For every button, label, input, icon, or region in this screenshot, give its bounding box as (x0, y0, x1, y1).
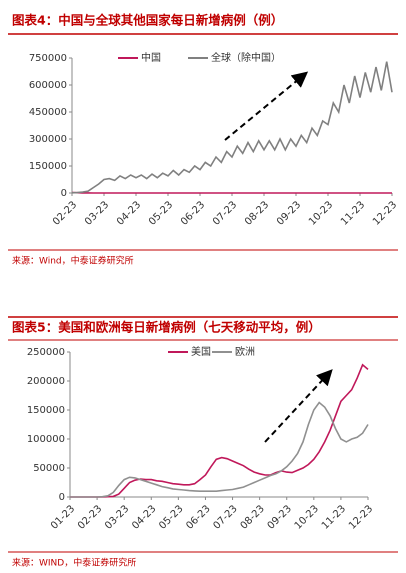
y-tick-label: 200000 (27, 376, 65, 387)
line (71, 61, 393, 194)
y-tick-label: 600000 (29, 80, 67, 91)
x-tick-label: 08-23 (243, 199, 271, 227)
legend-label: 欧洲 (235, 346, 255, 358)
trend-arrow (264, 369, 333, 443)
y-tick-label: 150000 (29, 161, 67, 172)
x-tick-label: 04-23 (130, 503, 158, 531)
y-tick-label: 150000 (27, 405, 65, 416)
x-tick-label: 10-23 (293, 503, 321, 531)
source: 来源：Wind，中泰证券研究所 (12, 255, 134, 267)
line (70, 363, 369, 498)
y-tick-label: 50000 (33, 463, 65, 474)
source: 来源：WIND，中泰证券研究所 (12, 557, 136, 569)
x-tick-label: 10-23 (307, 199, 335, 227)
x-tick-label: 12-23 (371, 199, 399, 227)
x-tick-label: 02-23 (51, 199, 79, 227)
chart-title: 图表5：美国和欧洲每日新增病例（七天移动平均，例） (12, 320, 321, 335)
y-tick-label: 250000 (27, 347, 65, 358)
x-tick-label: 03-23 (103, 503, 131, 531)
x-tick-label: 02-23 (76, 503, 104, 531)
x-tick-label: 06-23 (179, 199, 207, 227)
x-tick-label: 03-23 (83, 199, 111, 227)
x-tick-label: 06-23 (184, 503, 212, 531)
trend-arrow (224, 71, 309, 141)
y-tick-label: 0 (59, 492, 65, 503)
x-tick-label: 12-23 (347, 503, 375, 531)
x-tick-label: 05-23 (147, 199, 175, 227)
y-tick-label: 0 (61, 188, 67, 199)
legend-label: 全球（除中国） (211, 51, 281, 64)
x-tick-label: 09-23 (275, 199, 303, 227)
x-tick-label: 08-23 (239, 503, 267, 531)
line (70, 401, 369, 498)
x-tick-label: 01-23 (49, 503, 77, 531)
x-tick-label: 05-23 (157, 503, 185, 531)
legend-label: 美国 (191, 345, 211, 358)
x-tick-label: 11-23 (339, 199, 367, 227)
y-tick-label: 450000 (29, 107, 67, 118)
y-tick-label: 750000 (29, 53, 67, 64)
y-tick-label: 300000 (29, 134, 67, 145)
x-tick-label: 09-23 (266, 503, 294, 531)
chart-title: 图表4：中国与全球其他国家每日新增病例（例） (12, 13, 283, 28)
x-tick-label: 07-23 (211, 199, 239, 227)
x-tick-label: 07-23 (211, 503, 239, 531)
legend-label: 中国 (141, 51, 161, 64)
y-tick-label: 100000 (27, 434, 65, 445)
x-tick-label: 11-23 (320, 503, 348, 531)
x-tick-label: 04-23 (115, 199, 143, 227)
